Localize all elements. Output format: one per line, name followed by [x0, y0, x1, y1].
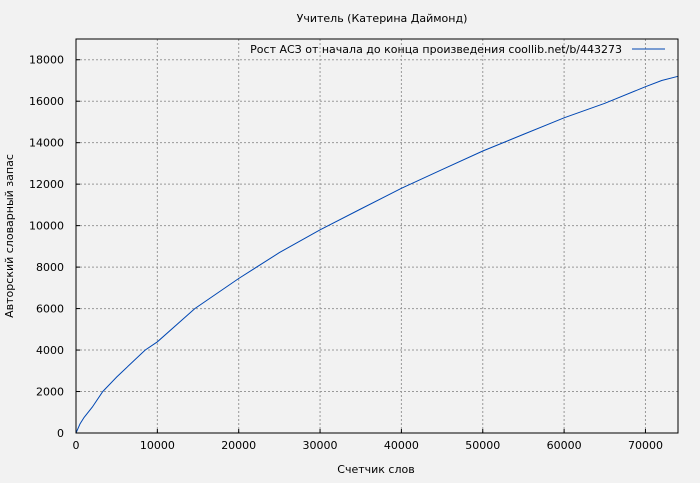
y-tick-label: 18000	[29, 54, 64, 67]
x-tick-label: 40000	[384, 439, 419, 452]
legend-label: Рост АСЗ от начала до конца произведения…	[250, 43, 622, 56]
y-tick-label: 2000	[36, 386, 64, 399]
plot-frame	[75, 38, 679, 434]
x-tick-label: 10000	[140, 439, 175, 452]
y-tick-label: 14000	[29, 137, 64, 150]
chart-title: Учитель (Катерина Даймонд)	[297, 12, 468, 25]
x-axis-label: Счетчик слов	[337, 463, 414, 476]
y-tick-label: 0	[57, 427, 64, 440]
x-tick-label: 70000	[628, 439, 663, 452]
series-line	[75, 75, 679, 434]
y-tick-label: 16000	[29, 95, 64, 108]
y-tick-label: 8000	[36, 261, 64, 274]
y-tick-label: 10000	[29, 220, 64, 233]
y-axis-label: Авторский словарный запас	[3, 154, 16, 318]
x-tick-label: 30000	[303, 439, 338, 452]
y-tick-label: 12000	[29, 178, 64, 191]
x-tick-label: 20000	[221, 439, 256, 452]
y-tick-label: 6000	[36, 303, 64, 316]
x-tick-label: 50000	[465, 439, 500, 452]
y-tick-label: 4000	[36, 344, 64, 357]
x-tick-label: 0	[73, 439, 80, 452]
x-tick-label: 60000	[547, 439, 582, 452]
